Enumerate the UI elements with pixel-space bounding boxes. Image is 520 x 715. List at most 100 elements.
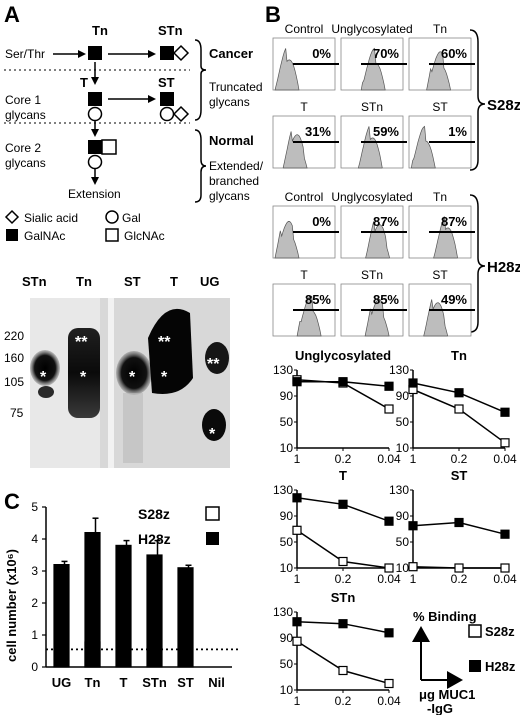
bar-category-label: Tn [85,675,101,690]
bar-y-tick-label: 2 [31,596,38,610]
line-y-tick-label: 130 [273,605,293,619]
data-point-s28z [454,404,464,414]
line-y-tick-label: 90 [280,389,294,403]
line-y-tick-label: 90 [280,509,294,523]
histogram-shape [423,299,449,337]
histogram-title: Control [285,190,324,204]
core1-label-2: glycans [5,108,46,122]
data-point-h28z [454,517,464,528]
normal-label: Normal [209,133,254,148]
histogram-title: STn [361,100,383,114]
binding-x-label-1: μg MUC1 [419,687,475,702]
data-point-h28z [500,407,510,417]
bar-category-label: Nil [208,675,225,690]
data-point-s28z [408,562,418,572]
line-y-tick-label: 10 [396,561,410,575]
line-y-tick-label: 50 [280,535,294,549]
histogram-shape [433,216,458,259]
gal-t-shape [87,106,103,122]
line-legend-h28z-swatch [469,660,481,672]
histogram-title: ST [432,268,448,282]
line-chart-title: Tn [451,348,467,363]
bar-h28z [84,531,101,668]
panel-b-flow-histograms: B S28z H28z Control0%Unglycosylated70%Tn… [265,2,520,337]
bar-legend-s28z-swatch [205,506,220,521]
galnac-tn-shape [88,46,102,60]
panel-a-schematic: A Tn STn Ser/Thr T ST Core 1 glycans Cor… [4,2,264,243]
line-x-tick-label: 1 [410,572,417,586]
band-label-t: * [161,369,168,386]
lane-label-t: T [170,274,178,289]
line-legend-s28z-swatch [468,624,482,638]
histogram-percent: 87% [373,214,399,229]
line-x-tick-label: 0.04 [377,694,401,708]
bar-h28z [115,544,132,668]
histogram-title: Tn [433,22,447,36]
bar-h28z [146,554,163,668]
data-point-s28z [500,438,510,448]
line-y-tick-label: 10 [280,441,294,455]
histogram-title: T [300,268,308,282]
st-label: ST [158,75,175,90]
line-x-tick-label: 1 [294,572,301,586]
line-y-tick-label: 130 [273,483,293,497]
galnac-core2-shape [88,140,102,154]
histogram-shape [357,126,383,169]
histogram-shape [282,131,308,169]
histogram-title: Control [285,22,324,36]
t-label: T [80,75,88,90]
bar-y-tick-label: 3 [31,564,38,578]
line-y-tick-label: 50 [396,415,410,429]
glcnac-legend-icon [105,228,119,242]
data-point-h28z [408,521,418,531]
bar-legend-s28z: S28z [138,506,170,522]
band-label-ug-bottom: * [209,426,216,443]
line-y-tick-label: 10 [280,683,294,697]
bar-y-tick-label: 4 [31,532,38,546]
binding-up-arrow [412,626,430,642]
data-point-h28z [338,377,348,387]
legend-glcnac: GlcNAc [124,229,165,243]
bar-h28z [53,563,70,668]
glcnac-core2-shape [101,139,117,155]
panel-label-a: A [4,2,20,27]
line-x-tick-label: 0.2 [451,452,468,466]
data-point-s28z [292,636,302,646]
core2-label-2: glycans [5,156,46,170]
panel-label-c: C [4,489,20,514]
line-y-tick-label: 90 [280,631,294,645]
lane-label-tn: Tn [76,274,92,289]
line-y-tick-label: 130 [273,363,293,377]
data-point-s28z [338,665,348,676]
line-chart-title: Unglycosylated [295,348,391,363]
western-blot: STn Tn ST T UG 220 160 105 75 * ** * * *… [4,274,230,468]
truncated-label-1: Truncated [209,80,263,94]
tn-label: Tn [92,23,108,38]
data-point-s28z [292,525,302,535]
legend-galnac: GalNAc [24,229,65,243]
line-legend-h28z: H28z [485,659,516,674]
bar-h28z [177,567,194,668]
extended-label-2: branched [209,174,259,188]
band-label-st: * [129,369,136,386]
line-x-tick-label: 0.2 [335,694,352,708]
histogram-shape [426,51,452,91]
histogram-title: T [300,100,308,114]
lane-label-ug: UG [200,274,220,289]
band-st-main [116,351,152,395]
line-x-tick-label: 0.04 [377,452,401,466]
line-x-tick-label: 1 [294,694,301,708]
galnac-st-shape [160,92,174,106]
stn-label: STn [158,23,183,38]
line-x-tick-label: 0.04 [493,572,517,586]
galnac-t-shape [88,92,102,106]
s28z-group-label: S28z [487,97,520,114]
band-label-tn: * [80,369,87,386]
line-y-tick-label: 130 [389,363,409,377]
line-x-tick-label: 0.2 [451,572,468,586]
binding-y-label: % Binding [413,609,477,624]
band-label-tn-top: ** [75,334,88,351]
line-legend-s28z: S28z [485,624,515,639]
bar-y-tick-label: 0 [31,660,38,674]
